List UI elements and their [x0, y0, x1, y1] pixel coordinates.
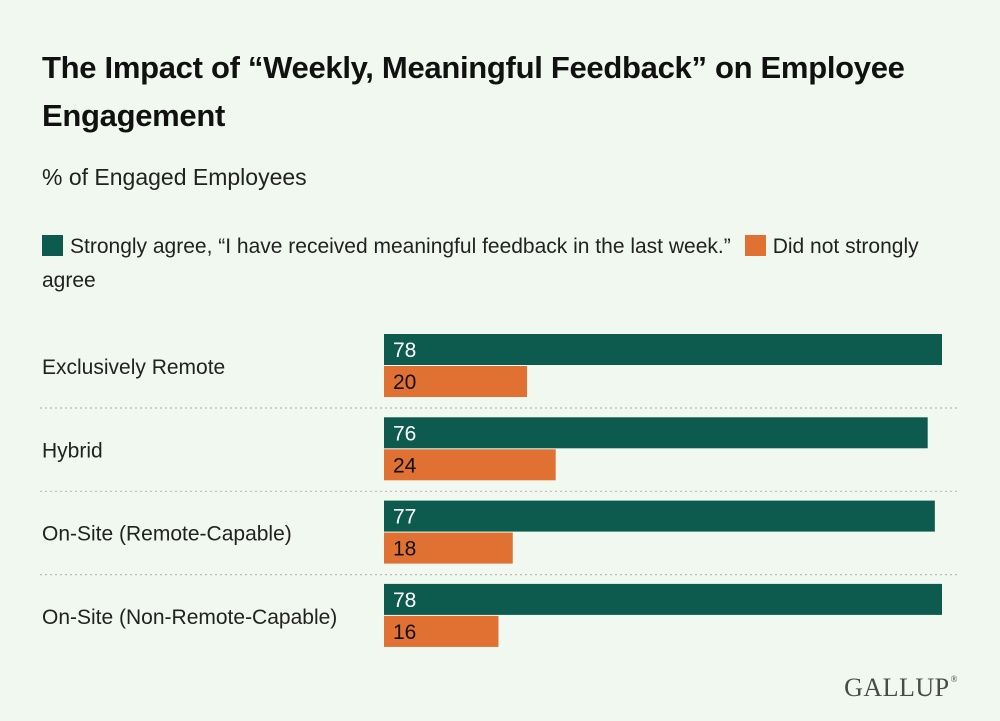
chart-subtitle: % of Engaged Employees: [42, 164, 307, 190]
legend-swatch-did-not-strongly-agree: [744, 235, 766, 256]
legend: Strongly agree, “I have received meaning…: [42, 230, 942, 298]
bar-strongly-agree-exclusively-remote: [384, 334, 942, 365]
legend-swatch-strongly-agree: [42, 235, 63, 256]
category-label-hybrid: Hybrid: [42, 439, 103, 462]
bar-did-not-strongly-agree-on-site-remote-capable: [384, 532, 513, 564]
bar-strongly-agree-on-site-non-remote-capable: [384, 583, 942, 615]
category-label-on-site-non-remote-capable: On-Site (Non-Remote-Capable): [42, 606, 337, 629]
bar-did-not-strongly-agree-exclusively-remote: [384, 366, 528, 397]
data-label-did-not-strongly-agree-hybrid: 24: [393, 454, 417, 477]
chart-title: The Impact of “Weekly, Meaningful Feedba…: [42, 50, 905, 133]
data-label-strongly-agree-on-site-non-remote-capable: 78: [393, 589, 416, 612]
data-label-did-not-strongly-agree-on-site-remote-capable: 18: [393, 538, 416, 561]
bar-did-not-strongly-agree-on-site-non-remote-capable: [384, 615, 499, 647]
category-label-exclusively-remote: Exclusively Remote: [42, 356, 225, 379]
brand-mark: ®: [950, 674, 958, 684]
bar-strongly-agree-hybrid: [384, 417, 928, 449]
data-label-strongly-agree-on-site-remote-capable: 77: [393, 506, 416, 529]
data-label-did-not-strongly-agree-on-site-non-remote-capable: 16: [393, 621, 416, 644]
brand-name: GALLUP: [844, 673, 950, 702]
gallup-logo: GALLUP®: [844, 673, 958, 703]
legend-label-did-not-strongly-agree: Did not strongly agree: [42, 235, 919, 292]
legend-label-strongly-agree: Strongly agree, “I have received meaning…: [70, 235, 731, 258]
bar-strongly-agree-on-site-remote-capable: [384, 500, 935, 532]
data-label-did-not-strongly-agree-exclusively-remote: 20: [393, 371, 416, 394]
data-label-strongly-agree-exclusively-remote: 78: [393, 339, 416, 362]
bar-did-not-strongly-agree-hybrid: [384, 449, 556, 481]
category-label-on-site-remote-capable: On-Site (Remote-Capable): [42, 523, 292, 546]
data-label-strongly-agree-hybrid: 76: [393, 422, 416, 445]
